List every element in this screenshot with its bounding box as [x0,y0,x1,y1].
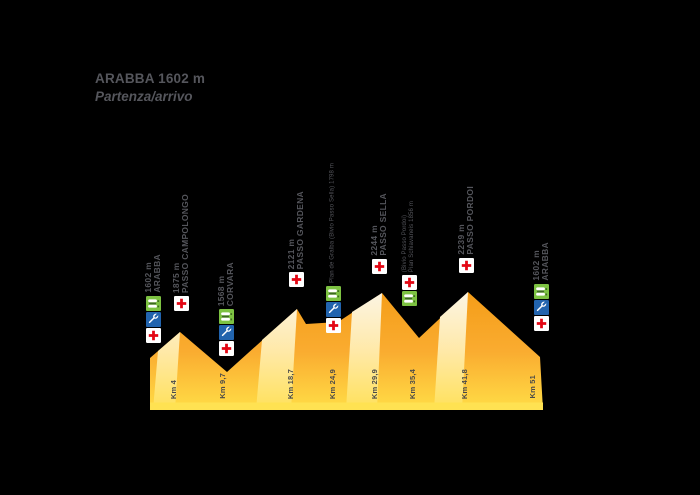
waypoint-label: Pian Schiavaneis 1856 m (Bivio Passo Pord… [402,201,416,272]
mechanic-service-icon [533,300,549,315]
km-marker: Km 24,9 [328,368,337,399]
peak-highlight-sella [346,293,382,410]
waypoint-6: Pian Schiavaneis 1856 m (Bivio Passo Pord… [401,201,417,307]
food-station-icon [401,291,417,306]
first-aid-icon [218,341,234,356]
start-finish-subtitle: Partenza/arrivo [95,89,193,104]
waypoint-label: PASSO PORDOI 2239 m [456,186,475,255]
food-station-icon [218,309,234,324]
km-marker: Km 35,4 [408,368,417,399]
waypoint-name: Plan de Gralba [329,240,336,283]
peak-highlight-pordoi [434,292,468,410]
peak-highlight-campolongo [153,332,180,410]
waypoint-label: PASSO CAMPOLONGO 1875 m [171,193,190,293]
waypoint-label: ARABBA 1602 m [531,242,550,281]
peak-highlight-gardena [256,309,297,410]
km-marker: Km 51 [528,375,537,399]
km-marker: Km 29,9 [370,368,379,399]
waypoint-text-line: Pian Schiavaneis 1856 m [409,201,416,272]
food-station-icon [325,286,341,301]
waypoint-label: PASSO SELLA 2244 m [369,193,388,256]
waypoint-label: Plan de Gralba (Bivio Passo Sella) 1798 … [330,163,337,283]
waypoint-0: ARABBA 1602 m [143,254,162,344]
km-marker: Km 4 [169,379,178,399]
waypoint-name: ARABBA [540,242,550,281]
waypoint-name: PASSO GARDENA [295,190,305,269]
food-station-icon [533,284,549,299]
waypoint-2: CORVARA 1568 m [216,262,235,357]
baseline-strip [150,402,543,410]
first-aid-icon [288,272,304,287]
waypoint-name: PASSO SELLA [378,193,388,256]
waypoint-3: PASSO GARDENA 2121 m [286,191,305,288]
waypoint-note: (Bivio Passo Sella) [329,185,336,240]
first-aid-icon [145,328,161,343]
waypoint-note: (Bivio Passo Pordoi) [402,214,409,272]
waypoint-elevation: 1798 m [329,163,336,184]
waypoint-name: Pian Schiavaneis [409,223,415,272]
km-marker: Km 18,7 [286,368,295,399]
waypoint-name: PASSO PORDOI [465,186,475,255]
km-marker: Km 41,8 [460,368,469,399]
start-finish-title: ARABBA 1602 m [95,71,206,86]
waypoint-label: ARABBA 1602 m [143,254,162,293]
waypoint-text-line: Plan de Gralba (Bivio Passo Sella) 1798 … [330,163,337,283]
km-marker: Km 9,7 [218,373,227,399]
mechanic-service-icon [325,302,341,317]
first-aid-icon [371,259,387,274]
food-station-icon [145,296,161,311]
waypoint-label: CORVARA 1568 m [216,261,235,306]
waypoint-1: PASSO CAMPOLONGO 1875 m [171,194,190,312]
mechanic-service-icon [145,312,161,327]
waypoint-name: PASSO CAMPOLONGO [180,193,190,293]
waypoint-8: ARABBA 1602 m [531,242,550,332]
waypoint-7: PASSO PORDOI 2239 m [456,186,475,274]
first-aid-icon [533,316,549,331]
waypoint-elevation: 1856 m [409,200,415,222]
first-aid-icon [173,296,189,311]
mechanic-service-icon [218,325,234,340]
waypoint-name: ARABBA [152,254,162,293]
first-aid-icon [458,258,474,273]
waypoint-name: CORVARA [225,261,235,306]
first-aid-icon [325,318,341,333]
waypoint-label: PASSO GARDENA 2121 m [286,190,305,269]
first-aid-icon [401,275,417,290]
waypoint-4: Plan de Gralba (Bivio Passo Sella) 1798 … [325,163,341,334]
waypoint-5: PASSO SELLA 2244 m [369,193,388,275]
title-block: ARABBA 1602 m Partenza/arrivo [95,71,205,104]
elevation-area [150,292,543,410]
